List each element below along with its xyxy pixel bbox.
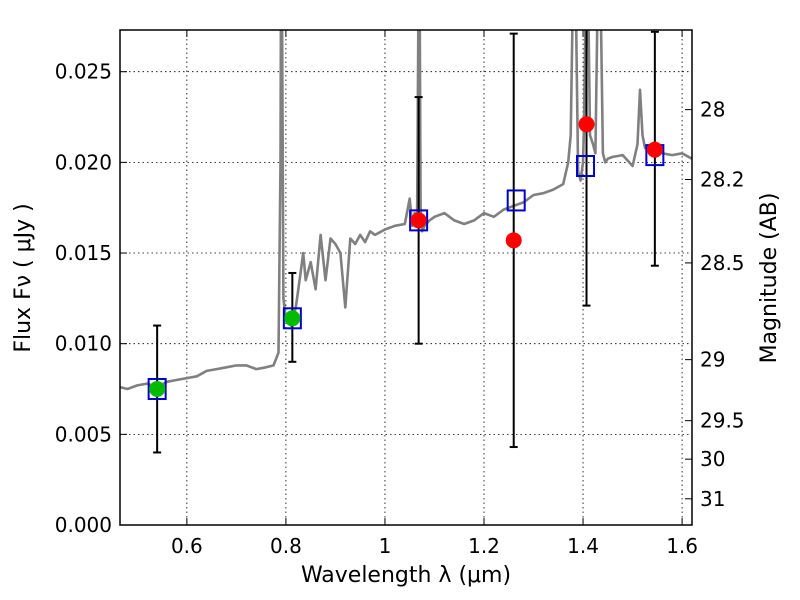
y-axis-label: Flux Fν ( μJy ) bbox=[11, 203, 36, 352]
data-point bbox=[646, 141, 663, 158]
x-tick-label: 1.4 bbox=[567, 534, 599, 558]
x-tick-label: 1.6 bbox=[666, 534, 698, 558]
grid bbox=[120, 30, 692, 526]
mag-tick-label: 29.5 bbox=[700, 409, 745, 433]
y-tick-label: 0.025 bbox=[55, 60, 112, 84]
data-point bbox=[578, 116, 595, 133]
model-box bbox=[409, 209, 429, 232]
model-box bbox=[282, 307, 302, 330]
y-tick-label: 0.020 bbox=[55, 150, 112, 174]
x-tick-label: 1 bbox=[379, 534, 392, 558]
data-point bbox=[149, 381, 166, 398]
y-tick-label: 0.010 bbox=[55, 332, 112, 356]
y-tick-label: 0.005 bbox=[55, 422, 112, 446]
mag-tick-label: 28 bbox=[700, 98, 725, 122]
x-tick-label: 1.2 bbox=[468, 534, 500, 558]
mag-tick-label: 31 bbox=[700, 487, 725, 511]
mag-tick-label: 29 bbox=[700, 348, 725, 372]
data-point bbox=[284, 310, 301, 327]
y-tick-label: 0.015 bbox=[55, 241, 112, 265]
data-point bbox=[505, 232, 522, 249]
x-axis-label: Wavelength λ (μm) bbox=[301, 563, 511, 588]
y2-axis-label: Magnitude (AB) bbox=[757, 193, 782, 364]
mag-tick-label: 30 bbox=[700, 447, 725, 471]
model-box bbox=[576, 154, 596, 177]
axes-ticks: 0.6 0.8 1 1.2 1.4 1.6 0.000 0.005 0.010 0.015 0.02… bbox=[55, 30, 745, 558]
mag-tick-label: 28.5 bbox=[700, 251, 745, 275]
data-point bbox=[410, 212, 427, 229]
y-tick-label: 0.000 bbox=[55, 513, 112, 537]
model-box bbox=[506, 189, 526, 212]
mag-tick-label: 28.2 bbox=[700, 168, 745, 192]
x-tick-label: 0.8 bbox=[270, 534, 302, 558]
model-box bbox=[147, 378, 167, 401]
plot-frame bbox=[119, 29, 693, 526]
spectrum-line bbox=[120, 30, 692, 391]
x-tick-label: 0.6 bbox=[171, 534, 203, 558]
data-layer bbox=[120, 30, 692, 454]
